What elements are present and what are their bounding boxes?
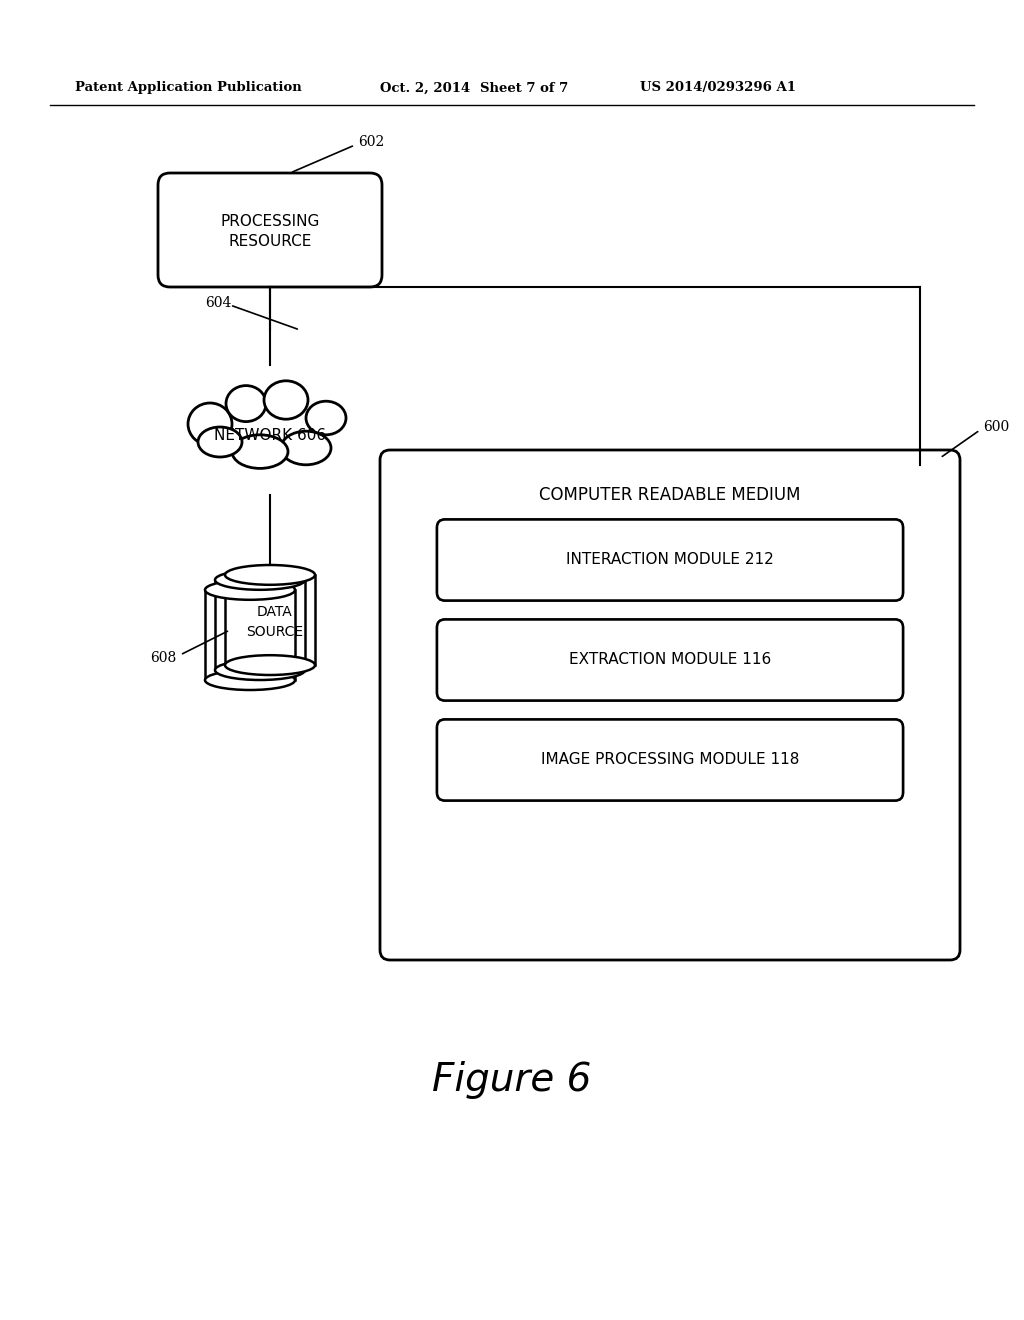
Ellipse shape [215, 660, 305, 680]
Text: COMPUTER READABLE MEDIUM: COMPUTER READABLE MEDIUM [540, 486, 801, 504]
Ellipse shape [225, 655, 315, 675]
Ellipse shape [198, 426, 242, 457]
Text: SOURCE: SOURCE [247, 624, 303, 639]
Text: 118: 118 [729, 752, 758, 767]
Text: INTERACTION MODULE 212: INTERACTION MODULE 212 [566, 553, 774, 568]
Text: Oct. 2, 2014: Oct. 2, 2014 [380, 82, 470, 95]
Ellipse shape [188, 403, 232, 445]
FancyBboxPatch shape [437, 520, 903, 601]
Text: 116: 116 [710, 652, 739, 668]
Text: 212: 212 [713, 553, 742, 568]
FancyBboxPatch shape [215, 579, 305, 671]
FancyBboxPatch shape [437, 719, 903, 800]
Text: INTERACTION MODULE: INTERACTION MODULE [581, 553, 760, 568]
FancyBboxPatch shape [437, 619, 903, 701]
Ellipse shape [264, 380, 308, 420]
Text: RESOURCE: RESOURCE [228, 235, 311, 249]
FancyBboxPatch shape [158, 173, 382, 286]
Ellipse shape [226, 385, 266, 421]
FancyBboxPatch shape [380, 450, 961, 960]
FancyBboxPatch shape [205, 590, 295, 680]
Text: IMAGE PROCESSING MODULE: IMAGE PROCESSING MODULE [555, 752, 784, 767]
FancyBboxPatch shape [437, 619, 903, 701]
Text: Sheet 7 of 7: Sheet 7 of 7 [480, 82, 568, 95]
FancyBboxPatch shape [437, 520, 903, 601]
Text: DATA: DATA [257, 605, 293, 619]
Ellipse shape [225, 565, 315, 585]
Text: PROCESSING: PROCESSING [220, 214, 319, 230]
Ellipse shape [232, 434, 288, 469]
Ellipse shape [306, 401, 346, 434]
Text: EXTRACTION MODULE: EXTRACTION MODULE [584, 652, 757, 668]
Text: Figure 6: Figure 6 [432, 1061, 592, 1100]
Text: IMAGE PROCESSING MODULE 118: IMAGE PROCESSING MODULE 118 [541, 752, 799, 767]
Ellipse shape [205, 671, 295, 690]
Text: NETWORK 606: NETWORK 606 [214, 428, 326, 442]
Text: Patent Application Publication: Patent Application Publication [75, 82, 302, 95]
Text: 602: 602 [358, 135, 384, 149]
Text: 608: 608 [150, 651, 176, 665]
FancyBboxPatch shape [225, 576, 315, 665]
Text: 604: 604 [205, 296, 231, 310]
Ellipse shape [215, 570, 305, 590]
Text: US 2014/0293296 A1: US 2014/0293296 A1 [640, 82, 796, 95]
FancyBboxPatch shape [437, 719, 903, 800]
Ellipse shape [205, 579, 295, 599]
Text: 600: 600 [983, 420, 1010, 434]
Ellipse shape [281, 432, 331, 465]
Text: EXTRACTION MODULE 116: EXTRACTION MODULE 116 [569, 652, 771, 668]
